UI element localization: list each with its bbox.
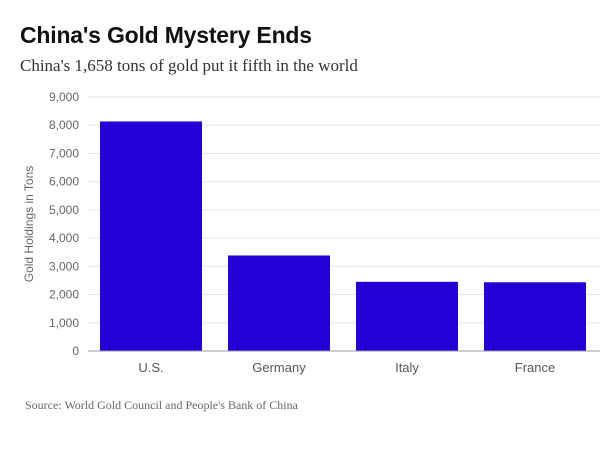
chart-subtitle: China's 1,658 tons of gold put it fifth … xyxy=(20,56,358,75)
bar-france xyxy=(484,282,586,351)
y-tick-label: 9,000 xyxy=(49,90,79,104)
y-tick-label: 3,000 xyxy=(49,259,79,273)
y-axis-ticks: 0 1,000 2,000 3,000 4,000 5,000 6,000 7,000 8,00… xyxy=(49,90,79,358)
x-tick-label: Italy xyxy=(395,360,419,375)
y-tick-label: 0 xyxy=(72,344,79,358)
chart-title: China's Gold Mystery Ends xyxy=(20,22,312,48)
y-tick-label: 5,000 xyxy=(49,203,79,217)
x-axis-labels: U.S. Germany Italy France xyxy=(138,360,555,375)
x-tick-label: France xyxy=(515,360,555,375)
y-tick-label: 7,000 xyxy=(49,146,79,160)
x-tick-label: Germany xyxy=(252,360,306,375)
y-axis-label: Gold Holdings in Tons xyxy=(22,166,36,283)
y-tick-label: 4,000 xyxy=(49,231,79,245)
y-tick-label: 6,000 xyxy=(49,175,79,189)
bar-us xyxy=(100,121,202,352)
bars xyxy=(100,121,586,352)
bar-germany xyxy=(228,255,330,351)
bar-italy xyxy=(356,281,458,351)
y-tick-label: 1,000 xyxy=(49,316,79,330)
x-tick-label: U.S. xyxy=(138,360,163,375)
y-tick-label: 2,000 xyxy=(49,288,79,302)
y-tick-label: 8,000 xyxy=(49,118,79,132)
source-note: Source: World Gold Council and People's … xyxy=(25,398,298,412)
